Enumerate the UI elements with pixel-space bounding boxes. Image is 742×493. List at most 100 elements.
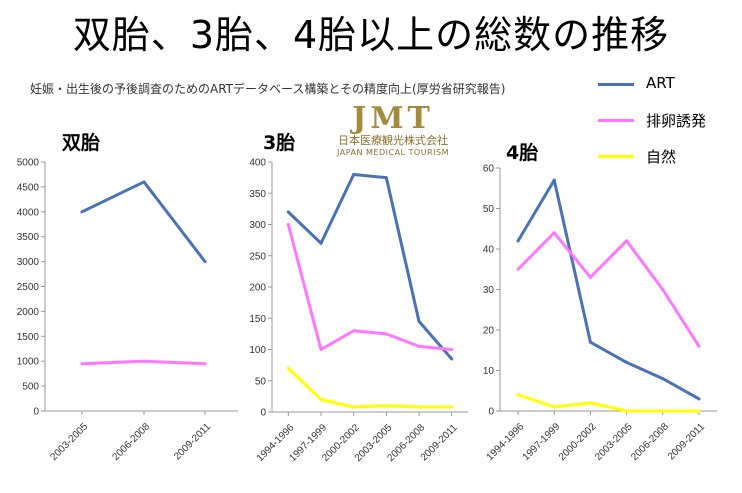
data-point-art (286, 210, 290, 214)
series-line-ovulation-induction (286, 223, 454, 351)
data-point-ovulation-induction (450, 348, 454, 351)
x-tick-label: 2000-2002 (557, 421, 599, 463)
data-point-art (352, 173, 356, 176)
page-subtitle: 妊娠・出生後の予後調査のためのARTデータベース構築とその精度向上(厚労省研究報… (30, 82, 506, 96)
x-tick-label: 2009-2011 (172, 421, 213, 462)
x-tick-label: 2003-2005 (593, 421, 635, 463)
series-line-art (516, 178, 701, 401)
data-point-natural (319, 398, 323, 401)
legend-item-natural: 自然 (598, 144, 738, 168)
y-tick-label: 5000 (17, 158, 40, 169)
legend-item-ovulation-induction: 排卵誘発 (598, 108, 738, 132)
y-tick-label: 300 (249, 220, 266, 231)
y-tick-label: 20 (483, 326, 495, 337)
data-point-art (384, 176, 388, 180)
y-tick-label: 50 (483, 204, 495, 215)
y-tick-label: 150 (249, 314, 266, 325)
data-point-ovulation-induction (588, 275, 592, 279)
data-point-ovulation-induction (661, 288, 665, 291)
logo-japanese-name: 日本医療観光株式会社 (338, 134, 448, 147)
data-point-art (625, 360, 629, 364)
data-point-art (142, 180, 146, 184)
y-tick-label: 0 (488, 407, 494, 418)
data-point-natural (352, 405, 356, 409)
data-point-ovulation-induction (417, 344, 421, 348)
y-tick-label: 100 (249, 345, 266, 356)
chart-title-triplets: 3胎 (263, 132, 296, 154)
data-point-art (203, 260, 207, 264)
logo-english-name: JAPAN MEDICAL TOURISM (337, 148, 449, 157)
series-line-art (286, 173, 454, 361)
data-point-ovulation-induction (203, 362, 207, 366)
data-point-art (588, 340, 592, 344)
series-line-art (80, 180, 207, 264)
data-point-natural (661, 409, 665, 413)
data-point-ovulation-induction (516, 267, 520, 271)
x-tick-label: 2009-2011 (666, 421, 707, 462)
data-point-natural (588, 401, 592, 405)
legend-swatch-natural (598, 155, 634, 158)
y-tick-label: 1000 (17, 357, 40, 368)
y-tick-label: 500 (22, 382, 39, 393)
y-tick-label: 3500 (17, 232, 40, 243)
legend-item-art: ART (598, 72, 738, 96)
x-tick-label: 1997-1999 (521, 421, 563, 463)
data-point-natural (516, 393, 520, 397)
data-point-natural (697, 409, 701, 413)
data-point-natural (625, 409, 629, 413)
logo-mark: JMT (352, 101, 434, 136)
y-tick-label: 4000 (17, 207, 40, 218)
y-tick-label: 2000 (17, 307, 40, 318)
y-tick-label: 4500 (17, 182, 40, 193)
y-tick-label: 350 (249, 189, 266, 200)
x-tick-label: 2006-2008 (629, 421, 671, 463)
data-point-ovulation-induction (384, 332, 388, 336)
data-point-natural (417, 405, 421, 409)
data-point-ovulation-induction (625, 239, 629, 243)
data-point-art (450, 357, 454, 361)
data-point-art (661, 377, 665, 381)
y-tick-label: 1500 (17, 332, 40, 343)
data-point-ovulation-induction (319, 348, 323, 351)
series-line-natural (286, 366, 454, 409)
data-point-natural (286, 366, 290, 370)
y-tick-label: 50 (255, 376, 267, 387)
legend-label-ovulation-induction: 排卵誘発 (646, 112, 707, 130)
data-point-ovulation-induction (697, 344, 701, 348)
y-tick-label: 60 (483, 164, 495, 175)
x-tick-label: 2003-2005 (49, 421, 91, 463)
data-point-ovulation-induction (80, 362, 84, 366)
page-title: 双胎、3胎、4胎以上の総数の推移 (72, 13, 670, 57)
legend-label-art: ART (646, 74, 675, 92)
y-tick-label: 0 (260, 408, 266, 419)
legend-swatch-ovulation-induction (598, 119, 634, 122)
series-line-natural (516, 393, 701, 413)
y-tick-label: 0 (33, 407, 39, 418)
y-tick-label: 250 (249, 251, 266, 262)
data-point-natural (552, 405, 556, 409)
y-tick-label: 3000 (17, 257, 40, 268)
data-point-natural (450, 405, 454, 409)
chart-title-twins: 双胎 (62, 132, 101, 154)
data-point-art (80, 210, 84, 214)
data-point-natural (384, 404, 388, 408)
data-point-art (417, 319, 421, 323)
data-point-art (697, 397, 701, 401)
data-point-art (516, 239, 520, 243)
company-logo: JMT 日本医療観光株式会社 JAPAN MEDICAL TOURISM (318, 104, 468, 158)
series-line-ovulation-induction (516, 231, 701, 348)
y-tick-label: 200 (249, 283, 266, 294)
data-point-ovulation-induction (552, 231, 556, 235)
legend-label-natural: 自然 (646, 148, 677, 166)
data-point-ovulation-induction (352, 329, 356, 333)
x-tick-label: 1994-1996 (485, 421, 527, 463)
x-tick-label: 2006-2008 (111, 421, 153, 463)
y-tick-label: 40 (483, 245, 495, 256)
data-point-art (552, 178, 556, 182)
data-point-art (319, 241, 323, 245)
data-point-ovulation-induction (286, 223, 290, 226)
y-tick-label: 30 (483, 285, 495, 296)
y-tick-label: 400 (249, 158, 266, 169)
data-point-ovulation-induction (142, 359, 146, 363)
